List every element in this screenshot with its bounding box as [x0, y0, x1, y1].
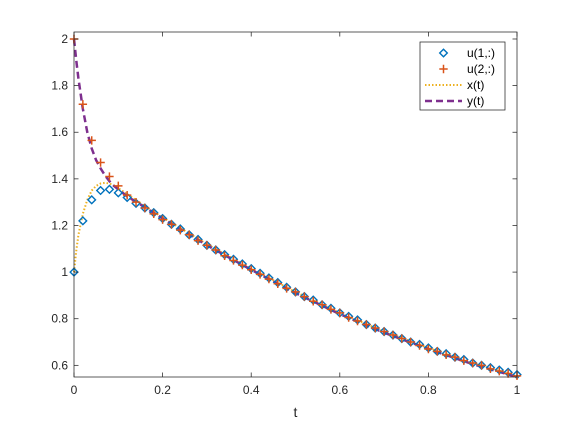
data-point-u2: [273, 279, 282, 288]
data-point-u2: [122, 190, 132, 200]
x-tick-label: 1: [514, 383, 521, 397]
data-point-u2: [388, 330, 398, 340]
legend-label: u(2,:): [467, 62, 495, 76]
data-point-u2: [176, 225, 185, 235]
x-axis-label: t: [294, 404, 298, 420]
data-point-u2: [229, 256, 238, 265]
y-tick-label: 0.6: [51, 358, 68, 372]
data-point-u2: [495, 366, 504, 376]
legend-label: u(1,:): [467, 46, 495, 60]
data-point-u2: [87, 136, 96, 145]
data-point-u2: [371, 323, 380, 333]
y-tick-label: 0.8: [51, 312, 68, 326]
data-point-u1: [113, 188, 124, 198]
series-1: [69, 34, 522, 381]
data-point-u2: [105, 172, 114, 181]
legend-item: y(t): [425, 94, 484, 108]
axes-layer: 0 0.2 0.4 0.6 0.8 1 0.6 0.8 1 1.2 1.4 1.6 1.8 2: [51, 31, 521, 397]
x-tick-label: 0.6: [331, 383, 348, 397]
data-point-u1: [122, 192, 132, 203]
data-point-u2: [149, 209, 158, 219]
data-point-u2: [193, 236, 203, 245]
data-point-u2: [264, 274, 274, 284]
data-point-u1: [104, 184, 115, 195]
data-point-u2: [477, 361, 486, 370]
data-point-u2: [238, 260, 247, 270]
data-point-u2: [317, 300, 327, 309]
data-point-u2: [300, 292, 309, 301]
data-point-u2: [459, 356, 469, 365]
data-point-u1: [86, 195, 97, 205]
data-point-u2: [406, 337, 415, 347]
data-point-u2: [291, 287, 300, 297]
x-tick-label: 0.4: [243, 383, 260, 397]
data-point-u2: [309, 297, 318, 306]
data-point-u2: [441, 350, 451, 360]
data-point-u2: [379, 327, 389, 336]
data-point-u2: [415, 341, 424, 350]
y-tick-label: 2: [61, 32, 68, 46]
data-point-u2: [450, 352, 460, 362]
y-tick-label: 1.6: [51, 125, 68, 139]
series-0: [69, 184, 522, 380]
x-tick-label: 0: [71, 383, 78, 397]
axes-box: [73, 31, 518, 378]
data-point-u2: [220, 251, 229, 260]
data-point-u2: [96, 158, 105, 167]
data-point-u2: [335, 308, 344, 318]
legend-label: x(t): [467, 78, 484, 92]
data-point-u2: [326, 305, 336, 314]
data-point-u2: [131, 197, 141, 207]
legend-item: x(t): [425, 78, 484, 92]
legend-label: y(t): [467, 94, 484, 108]
data-point-u2: [211, 245, 220, 255]
legend: u(1,:) u(2,:) x(t) y(t): [419, 41, 506, 111]
data-point-u2: [255, 270, 265, 279]
data-point-u2: [353, 316, 362, 326]
legend-marker-plus: [439, 64, 448, 74]
data-point-u2: [158, 215, 167, 224]
data-point-u2: [184, 230, 194, 240]
data-point-u2: [282, 284, 291, 293]
data-point-u2: [362, 320, 371, 329]
data-point-u2: [468, 358, 477, 368]
data-point-u2: [486, 364, 495, 374]
data-point-u2: [114, 181, 123, 191]
y-tick-label: 1: [61, 265, 68, 279]
y-tick-label: 1.2: [51, 218, 68, 232]
data-point-u2: [503, 369, 513, 378]
y-tick-label: 1.4: [51, 172, 68, 186]
data-point-u2: [140, 203, 150, 213]
data-point-u2: [202, 241, 212, 250]
x-tick-label: 0.2: [154, 383, 171, 397]
legend-item: u(1,:): [438, 46, 495, 60]
legend-item: u(2,:): [439, 62, 495, 76]
legend-marker-diamond: [438, 48, 449, 58]
data-point-u2: [247, 265, 256, 274]
data-point-u1: [95, 185, 106, 196]
data-point-u2: [397, 334, 407, 343]
x-tick-label: 0.8: [420, 383, 437, 397]
series-layer: [69, 34, 522, 381]
data-point-u1: [78, 216, 88, 226]
data-point-u2: [344, 313, 353, 322]
data-point-u2: [433, 347, 442, 356]
data-point-u2: [78, 100, 88, 109]
legend-box: [419, 41, 506, 111]
data-point-u2: [424, 344, 433, 354]
y-tick-label: 1.8: [51, 79, 68, 93]
data-point-u2: [167, 220, 176, 229]
